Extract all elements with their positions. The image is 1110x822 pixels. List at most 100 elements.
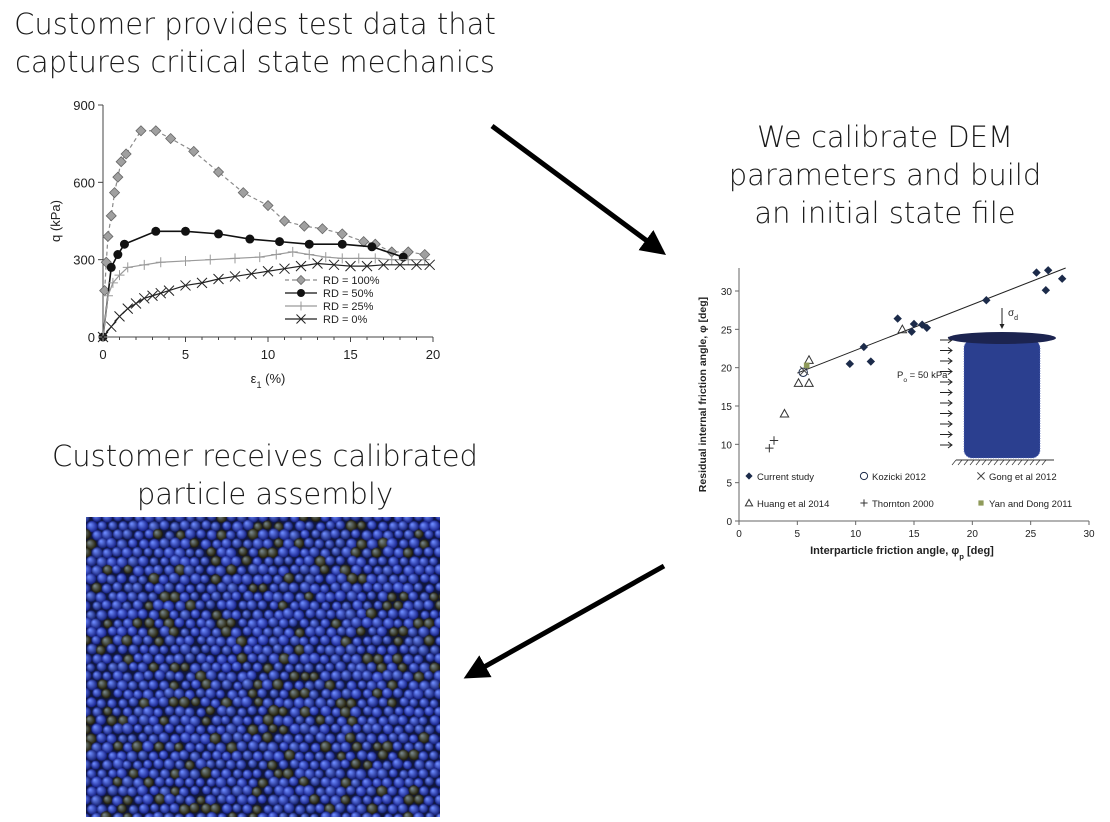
data-point bbox=[119, 239, 129, 249]
x-tick-label: 20 bbox=[967, 529, 979, 540]
ground-hatch bbox=[957, 459, 963, 466]
pressure-arrow bbox=[940, 441, 953, 449]
data-point bbox=[254, 252, 265, 263]
data-point bbox=[361, 260, 373, 272]
legend-label: RD = 25% bbox=[323, 301, 374, 313]
x-tick-label: 0 bbox=[736, 529, 742, 540]
data-point bbox=[180, 255, 191, 266]
y-tick-label: 15 bbox=[721, 402, 733, 413]
data-point bbox=[102, 230, 114, 243]
data-point bbox=[403, 254, 414, 265]
x-axis-title: ε1 (%) bbox=[251, 371, 286, 390]
legend-label: Huang et al 2014 bbox=[757, 499, 829, 510]
data-point bbox=[246, 268, 257, 280]
legend-label: Thornton 2000 bbox=[872, 499, 934, 510]
data-point bbox=[1032, 268, 1041, 277]
data-point bbox=[262, 199, 274, 212]
data-point bbox=[279, 263, 290, 275]
arrow-to-assembly bbox=[463, 563, 666, 679]
y-tick-label: 0 bbox=[88, 330, 95, 345]
ground-hatch bbox=[981, 459, 987, 466]
y-tick-label: 30 bbox=[721, 287, 733, 298]
data-point bbox=[205, 254, 216, 265]
pressure-label: Po = 50 kPa bbox=[897, 370, 948, 384]
ground-hatch bbox=[1041, 459, 1047, 466]
y-tick-label: 20 bbox=[721, 364, 733, 375]
y-tick-label: 0 bbox=[726, 517, 732, 528]
ground-hatch bbox=[951, 459, 957, 466]
step2-caption: We calibrate DEM parameters and build an… bbox=[700, 118, 1070, 232]
ground-hatch bbox=[1005, 459, 1011, 466]
data-point bbox=[214, 229, 223, 239]
step3-caption: Customer receives calibrated particle as… bbox=[30, 437, 500, 513]
data-point bbox=[165, 132, 177, 145]
data-point bbox=[411, 259, 422, 271]
data-point bbox=[130, 298, 142, 309]
legend-marker bbox=[744, 498, 754, 507]
legend-marker bbox=[745, 472, 753, 480]
legend-label: Kozicki 2012 bbox=[872, 472, 926, 483]
data-point bbox=[386, 254, 397, 265]
data-point bbox=[229, 271, 241, 282]
data-point bbox=[147, 290, 158, 302]
ground-hatch bbox=[1023, 459, 1029, 466]
legend-marker bbox=[860, 499, 868, 507]
x-tick-label: 5 bbox=[795, 529, 801, 540]
data-point bbox=[367, 242, 377, 252]
data-point bbox=[298, 220, 310, 232]
y-tick-label: 25 bbox=[721, 325, 733, 336]
step2-caption-line3: an initial state file bbox=[754, 196, 1016, 230]
legend-label: RD = 50% bbox=[323, 288, 374, 300]
data-point bbox=[304, 249, 315, 260]
data-point bbox=[155, 287, 167, 299]
step3-caption-line2: particle assembly bbox=[136, 477, 394, 511]
loading-platen bbox=[948, 332, 1056, 344]
legend-label: Current study bbox=[757, 472, 814, 483]
step3-caption-line1: Customer receives calibrated bbox=[52, 439, 478, 473]
pressure-arrow bbox=[940, 410, 953, 417]
trend-line bbox=[797, 267, 1066, 374]
data-point bbox=[320, 252, 331, 263]
data-point bbox=[230, 253, 240, 264]
data-point bbox=[105, 210, 117, 222]
data-point bbox=[765, 443, 774, 453]
legend-marker bbox=[977, 472, 985, 480]
data-point bbox=[312, 258, 323, 269]
ground-hatch bbox=[963, 459, 969, 466]
step2-caption-line2: parameters and build bbox=[728, 158, 1042, 192]
data-point bbox=[106, 262, 116, 272]
x-tick-label: 25 bbox=[1025, 529, 1037, 540]
data-point bbox=[424, 259, 436, 271]
data-point bbox=[245, 234, 255, 244]
pressure-arrow bbox=[940, 347, 953, 354]
y-tick-label: 600 bbox=[73, 175, 95, 190]
data-point bbox=[151, 226, 161, 236]
data-point bbox=[114, 270, 125, 281]
x-tick-label: 15 bbox=[343, 347, 357, 362]
pressure-arrow bbox=[940, 389, 953, 396]
ground-hatch bbox=[1035, 459, 1041, 466]
data-point bbox=[196, 277, 208, 289]
ground-hatch bbox=[975, 459, 981, 466]
ground-hatch bbox=[993, 459, 999, 466]
y-tick-label: 5 bbox=[726, 479, 732, 490]
ground-hatch bbox=[1029, 459, 1035, 466]
x-tick-label: 5 bbox=[182, 347, 189, 362]
ground-hatch bbox=[969, 459, 975, 466]
data-point bbox=[378, 259, 389, 271]
legend-label: RD = 100% bbox=[323, 275, 380, 287]
legend-marker bbox=[296, 301, 306, 311]
data-point bbox=[113, 250, 123, 260]
data-point bbox=[278, 215, 291, 227]
data-point bbox=[394, 259, 406, 271]
data-point bbox=[275, 237, 285, 247]
data-point bbox=[337, 239, 347, 249]
data-point bbox=[122, 262, 133, 273]
data-point bbox=[138, 292, 150, 304]
data-point bbox=[803, 362, 810, 369]
data-point bbox=[304, 239, 314, 249]
data-point bbox=[107, 277, 118, 288]
step1-caption-line1: Customer provides test data that bbox=[14, 7, 496, 41]
data-point bbox=[370, 253, 381, 264]
